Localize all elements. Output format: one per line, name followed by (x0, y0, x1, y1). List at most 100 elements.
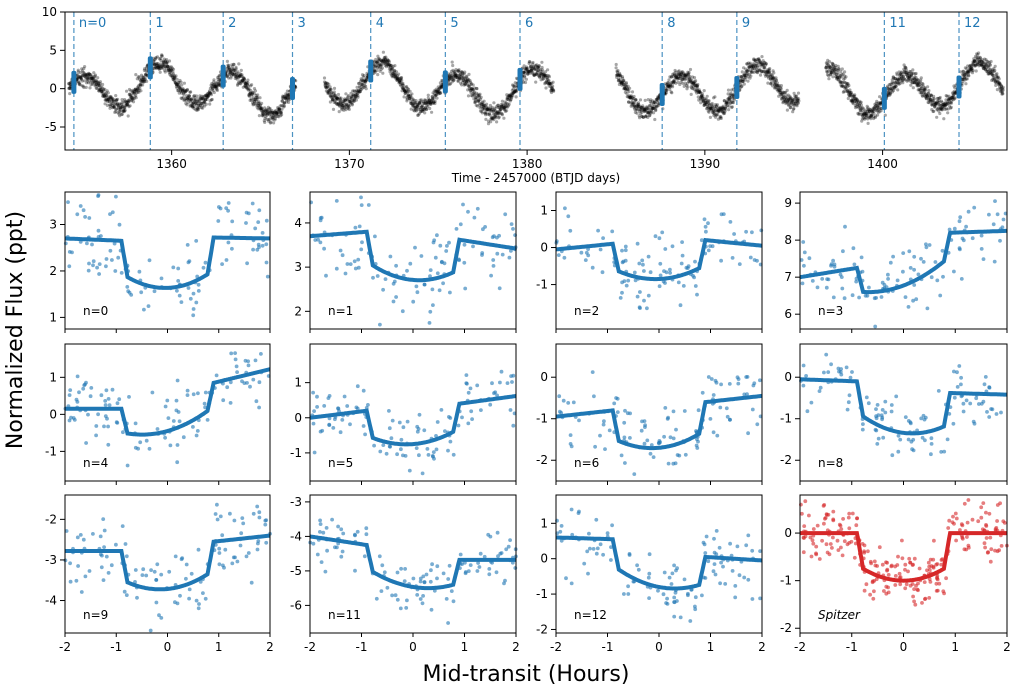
raw-flux-point (547, 84, 551, 88)
raw-flux-point (379, 63, 383, 67)
raw-flux-point (233, 68, 237, 72)
raw-flux-point (98, 82, 102, 86)
transit-data-point (97, 272, 101, 276)
raw-flux-point (361, 86, 365, 90)
raw-flux-point (213, 85, 217, 89)
raw-flux-point (76, 68, 80, 72)
raw-flux-point (474, 103, 478, 107)
raw-flux-point (634, 98, 638, 102)
raw-flux-point (531, 60, 535, 65)
raw-flux-point (430, 98, 434, 102)
raw-flux-point (325, 85, 329, 89)
raw-flux-point (434, 93, 438, 97)
raw-flux-point (110, 106, 114, 110)
raw-flux-point (434, 93, 438, 97)
transit-data-point (456, 423, 461, 428)
transit-data-point (993, 199, 997, 204)
raw-flux-point (511, 91, 515, 95)
raw-flux-point (378, 69, 382, 73)
raw-flux-point (924, 88, 928, 92)
transit-data-point (434, 447, 439, 452)
raw-flux-point (201, 95, 205, 99)
raw-flux-point (349, 96, 353, 100)
transit-data-point (203, 390, 208, 395)
raw-flux-point (539, 71, 543, 76)
raw-flux-point (106, 100, 110, 104)
raw-flux-point (387, 63, 392, 67)
raw-flux-point (414, 101, 418, 105)
transit-data-point (632, 270, 637, 275)
raw-flux-point (281, 94, 285, 98)
raw-flux-point (732, 98, 737, 102)
raw-flux-point (536, 71, 540, 75)
transit-data-point (488, 402, 493, 407)
transit-data-point (908, 266, 913, 270)
raw-flux-point (82, 79, 86, 83)
panel-label: n=8 (818, 456, 843, 470)
transit-data-point (454, 227, 459, 231)
transit-data-point (226, 201, 231, 205)
raw-flux-point (153, 66, 157, 70)
raw-flux-point (380, 66, 384, 70)
raw-flux-point (134, 93, 138, 97)
raw-flux-point (616, 69, 620, 73)
raw-flux-point (357, 81, 361, 86)
raw-flux-point (86, 74, 90, 78)
raw-flux-point (79, 75, 83, 79)
raw-flux-point (534, 71, 538, 76)
raw-flux-point (96, 82, 101, 86)
raw-flux-point (529, 66, 533, 70)
transit-data-point (345, 404, 350, 408)
raw-flux-point (190, 104, 194, 108)
transit-data-point (95, 265, 99, 270)
y-tick-label: 4 (294, 216, 302, 230)
raw-flux-point (779, 84, 784, 88)
transit-data-point (470, 417, 474, 421)
raw-flux-point (192, 98, 196, 102)
raw-flux-point (447, 77, 451, 81)
raw-flux-point (479, 105, 483, 109)
raw-flux-point (453, 74, 457, 78)
raw-flux-point (492, 108, 496, 112)
raw-flux-point (471, 92, 475, 96)
raw-flux-point (202, 100, 206, 104)
raw-flux-point (543, 82, 547, 86)
transit-data-point (253, 358, 258, 363)
raw-flux-point (84, 73, 88, 77)
raw-flux-point (359, 79, 363, 83)
raw-flux-point (692, 76, 697, 80)
raw-flux-point (355, 88, 359, 93)
transit-data-point (566, 401, 571, 405)
raw-flux-point (688, 74, 692, 78)
raw-flux-point (280, 96, 285, 100)
transit-marker-label: 9 (742, 16, 750, 31)
raw-flux-point (409, 101, 413, 105)
raw-flux-point (544, 76, 549, 80)
transit-data-point (251, 511, 256, 516)
raw-flux-point (439, 84, 443, 88)
raw-flux-point (471, 88, 475, 92)
raw-flux-point (157, 64, 161, 68)
transit-data-point (244, 554, 249, 559)
raw-flux-point (272, 121, 276, 125)
raw-flux-point (488, 113, 492, 117)
transit-data-point (952, 369, 956, 374)
transit-data-point (651, 455, 656, 459)
transit-data-point (84, 380, 88, 385)
raw-flux-point (123, 108, 127, 112)
raw-flux-point (133, 87, 137, 91)
raw-flux-point (140, 78, 144, 82)
raw-flux-point (365, 76, 369, 80)
raw-flux-point (348, 99, 352, 103)
raw-flux-point (192, 105, 196, 109)
raw-flux-point (419, 105, 424, 109)
raw-flux-point (473, 86, 477, 90)
raw-flux-point (265, 111, 269, 115)
raw-flux-point (158, 70, 162, 74)
raw-flux-point (508, 99, 512, 103)
raw-flux-point (389, 67, 393, 71)
raw-flux-point (235, 76, 239, 80)
transit-data-point (807, 256, 812, 261)
raw-flux-point (109, 97, 113, 101)
